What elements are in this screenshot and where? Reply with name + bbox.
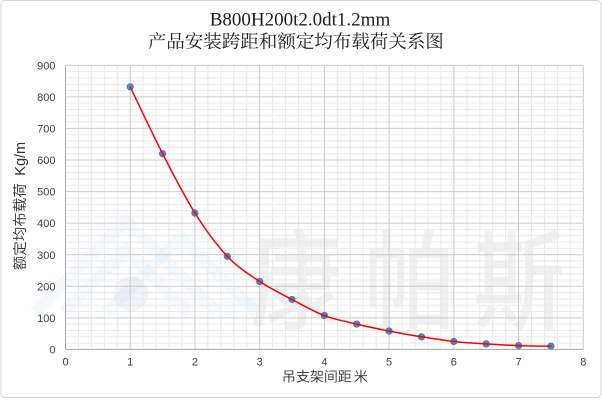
- svg-text:900: 900: [37, 60, 55, 72]
- svg-text:3: 3: [257, 357, 263, 369]
- svg-text:800: 800: [37, 92, 55, 104]
- svg-text:600: 600: [37, 155, 55, 167]
- svg-text:B800H200t2.0dt1.2mm: B800H200t2.0dt1.2mm: [210, 10, 391, 31]
- svg-text:Kg/m: Kg/m: [13, 142, 29, 176]
- svg-text:200: 200: [37, 281, 55, 293]
- svg-text:5: 5: [386, 357, 392, 369]
- svg-text:1: 1: [127, 357, 133, 369]
- svg-text:100: 100: [37, 313, 55, 325]
- svg-text:4: 4: [321, 357, 327, 369]
- svg-text:0: 0: [49, 345, 55, 357]
- svg-text:400: 400: [37, 218, 55, 230]
- svg-text:8: 8: [580, 357, 586, 369]
- svg-text:300: 300: [37, 250, 55, 262]
- svg-text:2: 2: [192, 357, 198, 369]
- svg-text:700: 700: [37, 124, 55, 136]
- svg-text:0: 0: [62, 357, 68, 369]
- svg-text:6: 6: [451, 357, 457, 369]
- svg-text:7: 7: [516, 357, 522, 369]
- svg-text:500: 500: [37, 187, 55, 199]
